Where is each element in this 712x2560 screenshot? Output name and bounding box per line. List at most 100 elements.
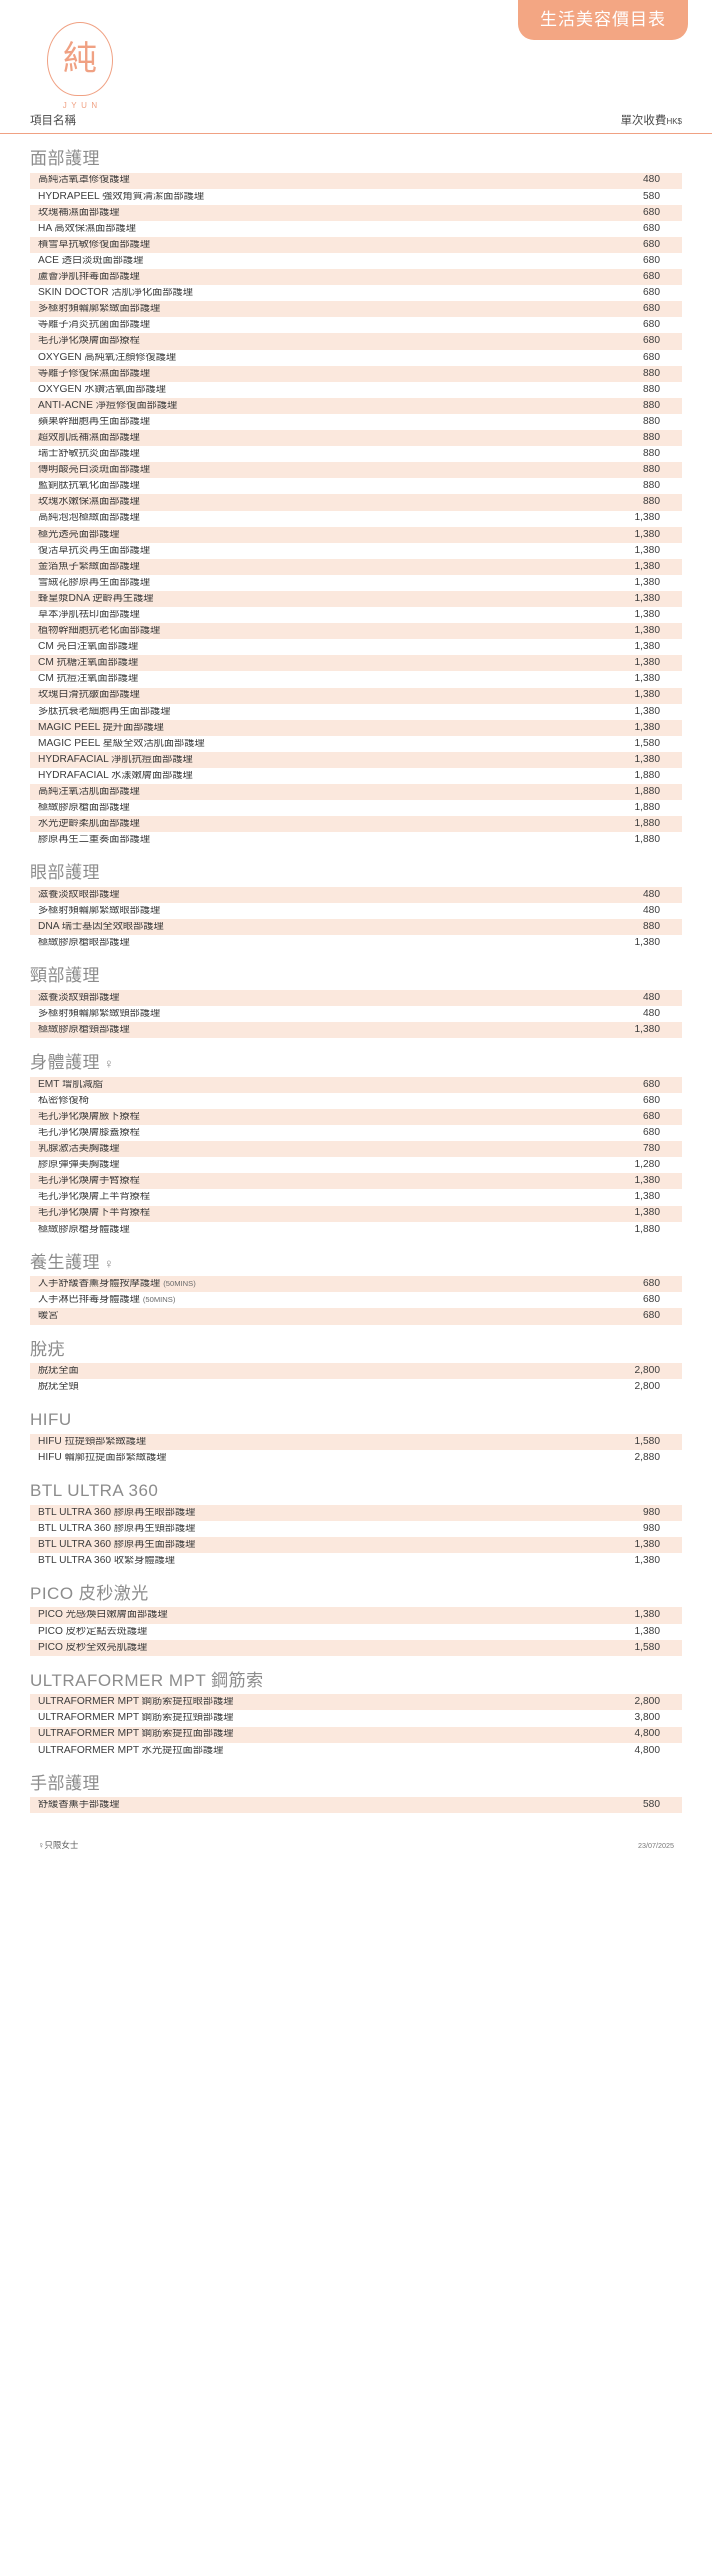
column-header-name: 項目名稱 [30, 115, 76, 127]
item-name-label: ULTRAFORMER MPT 鋼筋索提拉面部護理 [38, 1729, 234, 1740]
table-row: HYDRAFACIAL 水漾嫩膚面部護理 1,880 [30, 768, 682, 784]
item-name: 舒緩香薰手部護理 [38, 1800, 120, 1810]
female-only-icon: ♀ [104, 1056, 115, 1072]
column-header-price: 單次收費HK$ [620, 112, 682, 128]
item-name: 多肽抗衰老細胞再生面部護理 [38, 707, 170, 717]
item-name-label: OXYGEN 水鑽活氧面部護理 [38, 384, 166, 395]
section-title: 眼部護理 [30, 848, 682, 887]
table-row: 脫疣全頸 2,800 [30, 1379, 682, 1395]
section-title: ULTRAFORMER MPT 鋼筋索 [30, 1656, 682, 1695]
item-price: 880 [643, 367, 660, 379]
item-name-label: 金箔魚子緊緻面部護理 [38, 561, 140, 572]
table-row: 極緻膠原槍身體護理 1,880 [30, 1222, 682, 1238]
item-price: 480 [643, 991, 660, 1003]
table-row: 毛孔淨化煥膚下半背療程 1,380 [30, 1205, 682, 1222]
item-name-label: MAGIC PEEL 星級全效活肌面部護理 [38, 738, 205, 749]
item-name: OXYGEN 水鑽活氧面部護理 [38, 385, 166, 395]
item-price: 1,880 [634, 1223, 661, 1235]
item-name: 毛孔淨化煥膚面部療程 [38, 336, 140, 346]
item-name-label: CM 抗糖注氧面部護理 [38, 658, 139, 669]
item-price: 3,800 [634, 1712, 661, 1724]
brand-logo: 純 JYUN [32, 22, 128, 110]
item-price: 1,580 [634, 1435, 661, 1447]
item-name-label: CM 抗痘注氧面部護理 [38, 674, 139, 685]
table-row: 極光透亮面部護理 1,380 [30, 526, 682, 543]
item-name-label: 水光逆齡柔肌面部護理 [38, 819, 140, 830]
item-price: 480 [643, 1007, 660, 1019]
price-section: PICO 皮秒激光 PICO 光感煥白嫩膚面部護理 1,380 PICO 皮秒定點去斑… [0, 1569, 712, 1656]
item-name-label: BTL ULTRA 360 膠原再生眼部護理 [38, 1507, 196, 1518]
item-name: 私密修復椅 [38, 1096, 89, 1106]
item-name: 毛孔淨化煥膚腋下療程 [38, 1112, 140, 1122]
price-section: 眼部護理 滋養淡紋眼部護理 480 多極射頻輪廓緊緻眼部護理 480 DNA 瑞士基因全效… [0, 848, 712, 951]
item-price: 1,580 [634, 1641, 661, 1653]
price-section: 脫疣 脫疣全面 2,800 脫疣全頸 2,800 [0, 1325, 712, 1396]
item-name-label: HYDRAPEEL 強效角質清潔面部護理 [38, 191, 205, 202]
table-row: CM 抗糖注氧面部護理 1,380 [30, 655, 682, 672]
item-name-label: 多肽抗衰老細胞再生面部護理 [38, 706, 171, 717]
item-name: 超效肌底補濕面部護理 [38, 433, 140, 443]
item-duration: (50MINS) [163, 1279, 196, 1289]
table-row: SKIN DOCTOR 活肌淨化面部護理 680 [30, 285, 682, 301]
item-price: 1,380 [634, 544, 661, 556]
item-price: 1,380 [634, 657, 661, 669]
item-name-label: SKIN DOCTOR 活肌淨化面部護理 [38, 288, 193, 299]
item-name-label: 復活草抗炎再生面部護理 [38, 545, 151, 556]
item-price: 880 [643, 480, 660, 492]
item-name-label: 極光透亮面部護理 [38, 529, 120, 540]
item-name-label: OXYGEN 高純氧注顏修復護理 [38, 352, 177, 363]
section-rows: 高純活氧罩修復護理 480 HYDRAPEEL 強效角質清潔面部護理 580 玫瑰補濕面… [30, 172, 682, 849]
section-rows: HIFU 拉提頸部緊緻護理 1,580 HIFU 輪廓拉提面部緊緻護理 2,880 [30, 1433, 682, 1466]
item-name-label: EMT 增肌減脂 [38, 1079, 103, 1090]
item-name-label: BTL ULTRA 360 膠原再生頸部護理 [38, 1523, 196, 1534]
item-name: 金箔魚子緊緻面部護理 [38, 562, 140, 572]
item-name-label: 高純注氧活肌面部護理 [38, 787, 140, 798]
item-duration: (50MINS) [142, 1295, 176, 1305]
table-row: ACE 透白淡斑面部護理 680 [30, 253, 682, 269]
table-row: 雪絨花膠原再生面部護理 1,380 [30, 575, 682, 591]
item-price: 1,380 [634, 609, 661, 621]
section-title-label: 身體護理 [30, 1053, 100, 1073]
logo-wordmark: JYUN [62, 101, 102, 110]
table-row: ULTRAFORMER MPT 鋼筋索提拉眼部護理 2,800 [30, 1694, 682, 1711]
item-name: ANTI-ACNE 淨痘修復面部護理 [38, 401, 177, 411]
item-name-label: 毛孔淨化煥膚上半背療程 [38, 1192, 151, 1203]
table-row: 極緻膠原槍面部護理 1,880 [30, 800, 682, 816]
table-row: 瑞士舒敏抗炎面部護理 880 [30, 446, 682, 462]
item-name: 人手淋巴排毒身體護理 (50MINS) [38, 1295, 175, 1305]
item-name-label: 毛孔淨化煥膚腋下療程 [38, 1111, 140, 1122]
item-name-label: 脫疣全面 [38, 1366, 79, 1377]
table-row: 毛孔淨化煥膚膝蓋療程 680 [30, 1125, 682, 1141]
item-name-label: 多極射頻輪廓緊緻面部護理 [38, 304, 161, 315]
table-row: 人手舒緩香薰身體按摩護理 (50MINS) 680 [30, 1276, 682, 1293]
item-name-label: 極緻膠原槍面部護理 [38, 803, 130, 814]
table-row: ULTRAFORMER MPT 鋼筋索提拉頸部護理 3,800 [30, 1710, 682, 1726]
sections-container: 面部護理 高純活氧罩修復護理 480 HYDRAPEEL 強效角質清潔面部護理 580 玫… [0, 134, 712, 1814]
item-name-label: ULTRAFORMER MPT 水光提拉面部護理 [38, 1745, 224, 1756]
table-row: 水光逆齡柔肌面部護理 1,880 [30, 816, 682, 833]
item-name-label: 毛孔淨化煥膚手臂療程 [38, 1176, 140, 1187]
item-price: 2,800 [634, 1365, 661, 1377]
item-price: 980 [643, 1506, 660, 1518]
item-name-label: 蜂皇漿DNA 逆齡再生護理 [38, 593, 154, 604]
table-row: EMT 增肌減脂 680 [30, 1076, 682, 1093]
item-name: 極光透亮面部護理 [38, 530, 120, 540]
table-row: PICO 皮秒全效亮肌護理 1,580 [30, 1639, 682, 1656]
item-name: ULTRAFORMER MPT 鋼筋索提拉眼部護理 [38, 1697, 233, 1707]
item-name: 玫瑰白滑抗皺面部護理 [38, 690, 140, 700]
item-name-label: 毛孔淨化煥膚下半背療程 [38, 1208, 151, 1219]
table-row: DNA 瑞士基因全效眼部護理 880 [30, 919, 682, 936]
section-rows: 人手舒緩香薰身體按摩護理 (50MINS) 680 人手淋巴排毒身體護理 (50MINS… [30, 1276, 682, 1325]
item-name: 藍銅肽抗氧化面部護理 [38, 481, 140, 491]
item-price: 1,880 [634, 802, 661, 814]
item-price: 680 [643, 287, 660, 299]
page-title-badge: 生活美容價目表 [518, 0, 688, 40]
footer-date: 23/07/2025 [638, 1840, 674, 1850]
table-row: HIFU 拉提頸部緊緻護理 1,580 [30, 1433, 682, 1450]
logo-ring-icon [47, 22, 113, 96]
table-row: PICO 光感煥白嫩膚面部護理 1,380 [30, 1607, 682, 1624]
item-name: 毛孔淨化煥膚上半背療程 [38, 1192, 150, 1202]
item-name: HYDRAPEEL 強效角質清潔面部護理 [38, 192, 204, 202]
item-price: 1,880 [634, 834, 661, 846]
table-row: ULTRAFORMER MPT 鋼筋索提拉面部護理 4,800 [30, 1726, 682, 1743]
